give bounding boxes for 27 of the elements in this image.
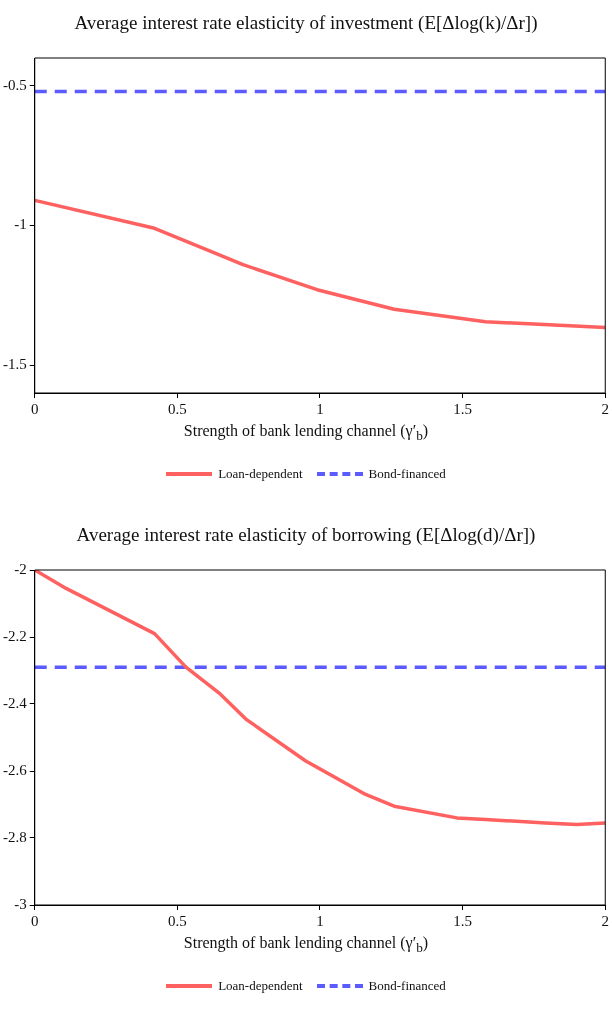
legend-label: Loan-dependent: [218, 978, 303, 994]
y-tick-label: -1: [14, 216, 27, 233]
y-tick-label: -2.8: [3, 828, 27, 845]
x-tick-label: 0: [31, 400, 39, 417]
x-tick-label: 1: [316, 400, 324, 417]
legend-label: Loan-dependent: [218, 466, 303, 482]
x-tick-label: 0.5: [168, 400, 187, 417]
y-tick-label: -1.5: [3, 356, 27, 373]
legend-label: Bond-financed: [368, 978, 446, 994]
x-axis-title: Strength of bank lending channel (γ′$_{b}$): [182, 422, 430, 445]
legend-label: Bond-financed: [368, 466, 446, 482]
chart-title: Average interest rate elasticity of investment (E[Δlog(k)/Δr]): [73, 12, 539, 34]
chart-title: Average interest rate elasticity of borrowing (E[Δlog(d)/Δr]): [75, 524, 537, 546]
x-tick-label: 1.5: [453, 912, 472, 929]
x-tick-label: 1: [316, 912, 324, 929]
y-tick-label: -0.5: [3, 76, 27, 93]
y-tick-label: -2: [14, 560, 27, 577]
y-tick-label: -2.4: [3, 694, 28, 711]
x-tick-label: 0: [31, 912, 39, 929]
y-tick-label: -2.2: [3, 627, 27, 644]
x-tick-label: 2: [601, 400, 609, 417]
x-axis-title: Strength of bank lending channel (γ′$_{b}$): [182, 934, 430, 957]
y-tick-label: -3: [14, 895, 27, 912]
x-tick-label: 0.5: [168, 912, 187, 929]
x-tick-label: 1.5: [453, 400, 472, 417]
x-tick-label: 2: [601, 912, 609, 929]
y-tick-label: -2.6: [3, 761, 28, 778]
